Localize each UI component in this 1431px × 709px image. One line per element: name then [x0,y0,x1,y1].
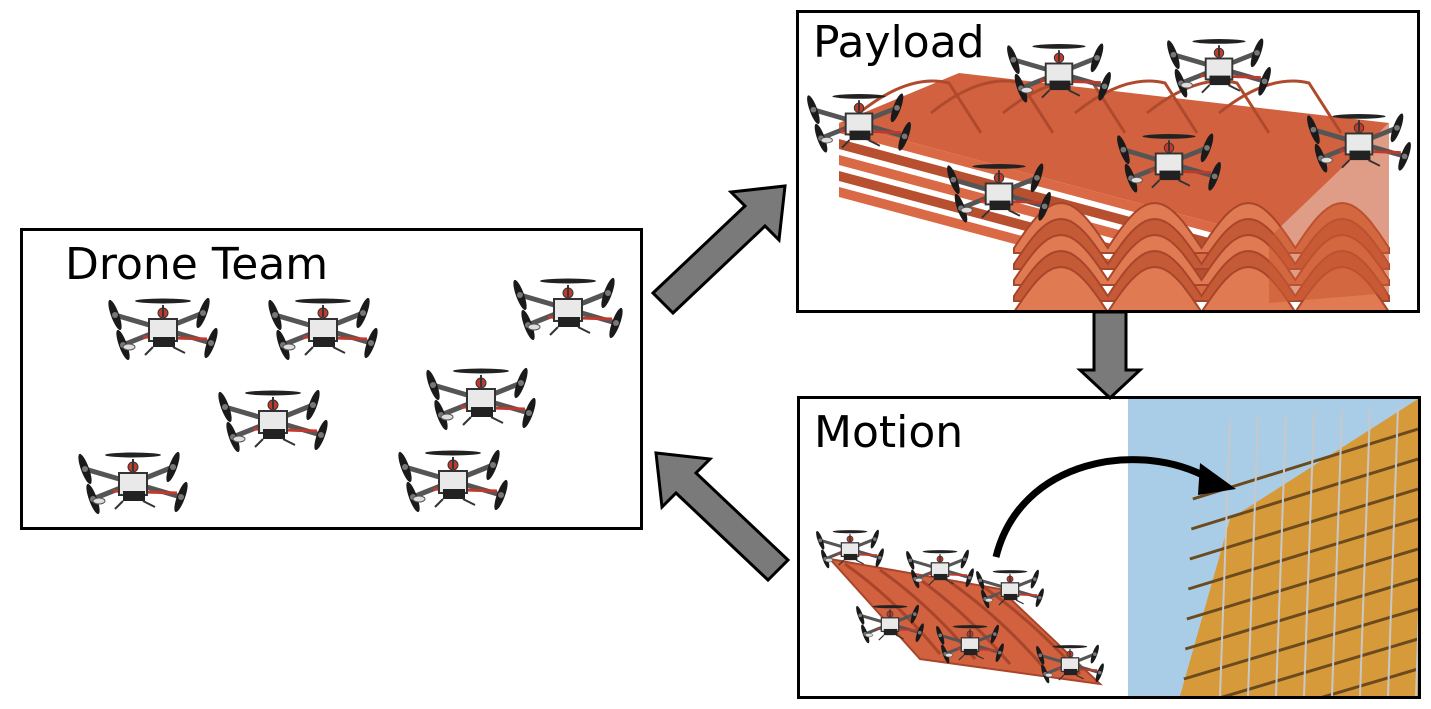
drone-team-title: Drone Team [65,239,329,290]
quadcopter-drone-icon [513,277,623,341]
quadcopter-drone-icon [1036,644,1104,684]
quadcopter-drone-icon [108,297,218,361]
quadcopter-drone-icon [218,389,328,453]
scaffolding-building-photo [1128,399,1418,696]
quadcopter-drone-icon [426,367,536,431]
quadcopter-drone-icon [1167,38,1271,98]
block-arrow-icon [654,451,791,583]
quadcopter-drone-icon [78,451,188,515]
quadcopter-drone-icon [947,163,1051,223]
motion-illustration [816,399,1418,696]
block-arrow-icon [650,184,787,316]
motion-panel: Motion [797,396,1421,699]
drone-team-illustration [78,277,623,515]
quadcopter-drone-icon [936,624,1004,664]
motion-title: Motion [814,407,964,458]
quadcopter-drone-icon [856,604,924,644]
quadcopter-drone-icon [807,93,911,153]
payload-illustration [807,38,1411,310]
block-arrow-icon [1076,310,1144,400]
quadcopter-drone-icon [906,549,974,589]
quadcopter-drone-icon [398,449,508,513]
quadcopter-drone-icon [1307,113,1411,173]
arrow-motion-to-team [654,451,791,583]
quadcopter-drone-icon [1117,133,1221,193]
drone-team-panel: Drone Team [20,228,643,530]
payload-panel: Payload [796,10,1420,313]
curved-arrow-icon [992,456,1236,558]
quadcopter-drone-icon [1007,43,1111,103]
arrow-payload-to-motion [1076,310,1144,400]
quadcopter-drone-icon [268,297,378,361]
quadcopter-drone-icon [976,569,1044,609]
payload-title: Payload [813,17,985,68]
roof-tile-stack-icon [839,73,1390,310]
arrow-team-to-payload [650,184,787,316]
quadcopter-drone-icon [816,529,884,569]
